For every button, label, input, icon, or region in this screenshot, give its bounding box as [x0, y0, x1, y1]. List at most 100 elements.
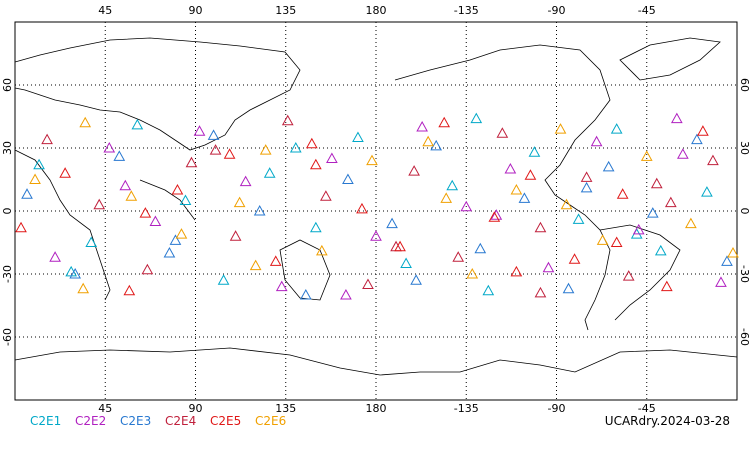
observation-marker: [163, 246, 176, 258]
observation-marker: [590, 135, 603, 147]
observation-marker: [707, 154, 719, 166]
observation-marker: [77, 282, 90, 294]
observation-marker: [430, 139, 443, 151]
observation-marker: [664, 196, 677, 208]
observation-marker: [171, 183, 184, 195]
observation-marker: [342, 173, 354, 184]
observation-marker: [15, 221, 27, 233]
observation-marker: [289, 141, 302, 153]
observation-marker: [362, 278, 374, 289]
observation-marker: [175, 228, 188, 239]
observation-marker: [149, 215, 162, 226]
y-tick-label-right: -30: [738, 265, 750, 283]
observation-marker: [470, 112, 483, 124]
observation-marker: [386, 217, 398, 229]
observation-marker: [209, 144, 222, 155]
observation-marker: [275, 280, 288, 292]
x-tick-label-bottom: 90: [189, 402, 203, 415]
observation-marker: [69, 267, 82, 279]
x-tick-label-bottom: 135: [275, 402, 296, 415]
observation-marker: [259, 144, 272, 155]
x-tick-label-top: -45: [638, 4, 656, 17]
observation-marker: [580, 171, 593, 182]
observation-marker: [123, 284, 136, 296]
observation-marker: [394, 240, 406, 252]
observation-marker: [616, 188, 629, 199]
observation-marker: [488, 211, 501, 222]
observation-marker: [518, 192, 531, 203]
observation-marker: [580, 181, 593, 193]
observation-marker: [452, 251, 465, 262]
observation-marker: [366, 154, 378, 166]
x-tick-label-top: 45: [98, 4, 112, 17]
observation-marker: [691, 133, 703, 145]
observation-marker: [440, 192, 453, 203]
observation-marker: [193, 125, 206, 136]
observation-marker: [281, 114, 294, 126]
observation-marker: [646, 207, 659, 218]
observation-marker: [572, 213, 585, 224]
observation-marker: [217, 274, 230, 285]
coastlines: [14, 37, 738, 376]
y-tick-label-right: 60: [738, 78, 750, 92]
observation-marker: [701, 186, 713, 197]
observation-marker: [326, 152, 338, 163]
observation-marker: [504, 162, 517, 174]
observation-marker: [622, 270, 635, 281]
observation-marker: [139, 207, 152, 218]
observation-marker: [253, 204, 266, 216]
observation-marker: [422, 135, 434, 147]
observation-marker: [249, 259, 262, 271]
x-tick-label-top: -135: [454, 4, 479, 17]
y-tick-label-left: 60: [1, 78, 14, 92]
observation-marker: [356, 202, 368, 214]
observation-marker: [370, 230, 382, 241]
observation-marker: [141, 263, 154, 275]
legend-entry: C2E3: [120, 414, 151, 428]
observation-marker: [438, 116, 451, 128]
observation-marker: [610, 236, 623, 247]
x-tick-label-bottom: 180: [366, 402, 387, 415]
observation-marker: [602, 160, 615, 172]
observation-marker: [534, 221, 547, 233]
observation-marker: [496, 127, 509, 138]
observation-marker: [93, 198, 106, 210]
observation-marker: [33, 158, 45, 170]
observation-marker: [568, 253, 581, 264]
observation-marker: [474, 242, 487, 254]
observation-marker: [263, 167, 276, 178]
observation-marker: [309, 221, 322, 233]
observation-marker: [85, 236, 98, 247]
observation-marker: [677, 148, 689, 159]
observation-marker: [223, 148, 236, 159]
y-tick-label-right: 30: [738, 141, 750, 155]
observation-marker: [640, 150, 653, 161]
legend-entry: C2E4: [165, 414, 196, 428]
observation-marker: [560, 198, 573, 210]
y-tick-label-left: -30: [1, 265, 14, 283]
observation-marker: [49, 251, 61, 262]
x-tick-label-top: 135: [275, 4, 296, 17]
observation-marker: [408, 165, 420, 176]
observation-marker: [309, 158, 322, 170]
observation-marker: [721, 255, 733, 266]
observation-marker: [41, 133, 53, 145]
legend-entry: C2E1: [30, 414, 61, 428]
x-tick-label-bottom: 45: [98, 402, 112, 415]
observation-marker: [400, 257, 412, 268]
observation-marker: [446, 179, 459, 191]
x-tick-label-top: 90: [189, 4, 203, 17]
observation-marker: [410, 274, 422, 285]
observation-marker: [416, 120, 428, 132]
legend-entry: C2E6: [255, 414, 286, 428]
x-tick-label-bottom: -45: [638, 402, 656, 415]
y-tick-label-right: 0: [738, 208, 750, 215]
observation-marker: [299, 288, 312, 300]
observation-marker: [320, 190, 332, 201]
observation-marker: [685, 217, 697, 229]
y-tick-label-left: 0: [1, 208, 14, 215]
x-tick-label-bottom: -90: [548, 402, 566, 415]
observation-marker: [305, 137, 318, 149]
observation-marker: [715, 276, 727, 287]
